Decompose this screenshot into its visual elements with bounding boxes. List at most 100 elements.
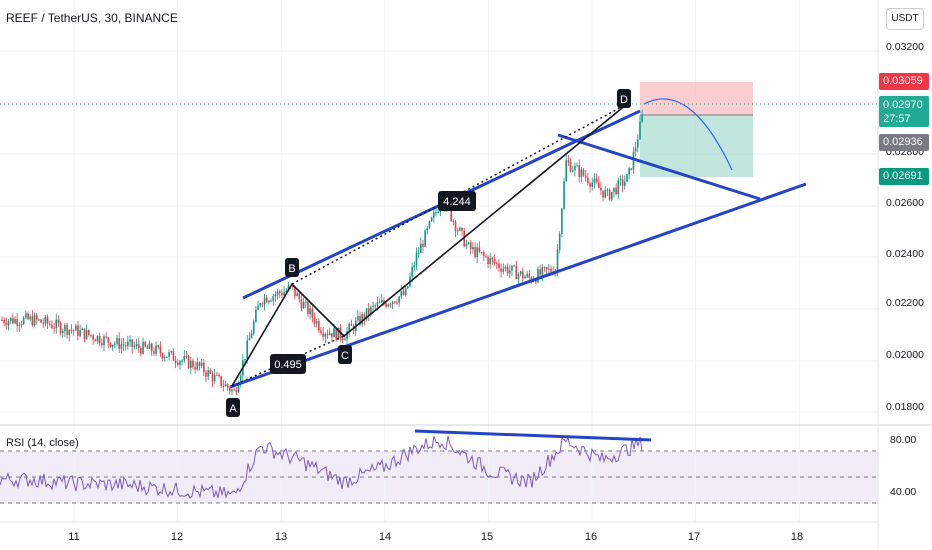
candle [621, 179, 624, 186]
candle [324, 334, 327, 337]
point-b-label[interactable]: B [285, 258, 299, 277]
candle [402, 291, 405, 295]
candle [101, 343, 103, 346]
candle [346, 331, 348, 340]
rsi-divergence-line[interactable] [414, 429, 652, 442]
candle [159, 347, 162, 354]
candle [196, 362, 199, 370]
time-tick: 18 [791, 531, 803, 543]
target-price-tag: 0.02691 [879, 168, 929, 185]
candle [623, 181, 626, 186]
candle [331, 333, 333, 338]
candle [426, 227, 429, 231]
candle [359, 316, 361, 325]
candle [211, 373, 214, 382]
candle [556, 249, 559, 271]
projection-curve[interactable] [643, 98, 733, 171]
candle [357, 316, 359, 321]
candle [3, 319, 5, 324]
candle [626, 174, 628, 182]
candle-countdown: 27:57 [883, 113, 911, 125]
candle [27, 313, 29, 320]
candle [213, 374, 216, 382]
candle [363, 314, 366, 320]
candle [528, 273, 531, 278]
price-axis[interactable]: 0.03200 0.02800 0.02600 0.02400 0.02200 … [886, 41, 924, 498]
ratio-cd-label[interactable]: 4.244 [438, 191, 476, 211]
candle [261, 303, 264, 305]
candle [619, 179, 622, 181]
rsi-tick: 80.00 [890, 434, 916, 446]
candle [400, 291, 403, 297]
candle [500, 268, 502, 272]
candle [20, 323, 23, 325]
candle [285, 290, 288, 292]
stop-loss-zone[interactable] [640, 82, 753, 115]
candle [189, 360, 192, 369]
candle [150, 343, 153, 352]
price-tick: 0.03200 [886, 41, 924, 53]
currency-button[interactable]: USDT [886, 8, 924, 30]
candle [476, 247, 479, 257]
wedge-line[interactable] [557, 133, 761, 201]
candles [1, 109, 643, 396]
channel-lower-line[interactable] [229, 182, 807, 389]
candle [185, 356, 188, 358]
candle [220, 376, 222, 386]
svg-text:D: D [620, 94, 628, 106]
candle [361, 314, 364, 325]
candle [133, 345, 136, 348]
candle [450, 208, 452, 222]
candle [422, 243, 424, 247]
candle [166, 356, 168, 358]
candle [504, 266, 507, 269]
point-a-label[interactable]: A [226, 398, 240, 417]
candle [606, 189, 609, 191]
candle [229, 387, 231, 392]
ratio-bc-label[interactable]: 0.495 [270, 354, 306, 374]
time-tick: 14 [379, 531, 391, 543]
candle [200, 362, 203, 367]
candle [454, 221, 457, 231]
candle [574, 165, 576, 171]
harmonic-pattern[interactable] [231, 103, 628, 387]
candle [259, 303, 262, 306]
candle [103, 336, 105, 346]
candle [120, 344, 123, 349]
candle [22, 317, 25, 324]
candle [216, 374, 218, 376]
candle [372, 305, 374, 307]
point-c-label[interactable]: C [338, 345, 352, 364]
price-tick: 0.01800 [886, 401, 924, 413]
candle [337, 327, 340, 340]
candle [92, 335, 94, 340]
candle [7, 320, 10, 326]
candle [194, 367, 196, 370]
svg-text:B: B [288, 263, 295, 275]
candle [508, 270, 511, 274]
candle [252, 321, 255, 334]
time-tick: 11 [68, 531, 79, 543]
candle [265, 297, 268, 303]
candle [543, 267, 546, 269]
candle [582, 169, 585, 176]
candle [148, 343, 151, 349]
candle [482, 252, 485, 256]
candle [628, 168, 630, 175]
candle [181, 360, 183, 362]
point-d-label[interactable]: D [617, 89, 631, 108]
candle [276, 291, 279, 295]
candle [424, 230, 426, 247]
candle [452, 221, 455, 223]
candle [302, 302, 305, 309]
candle [131, 339, 133, 348]
candle [291, 286, 294, 288]
candle [539, 269, 541, 275]
price-tick: 0.02400 [886, 248, 924, 260]
candle [170, 351, 173, 353]
rsi-title: RSI (14, close) [6, 437, 79, 449]
candle [66, 324, 68, 335]
time-axis[interactable]: 11 12 13 14 15 16 17 18 [68, 531, 803, 543]
candle [305, 301, 307, 303]
